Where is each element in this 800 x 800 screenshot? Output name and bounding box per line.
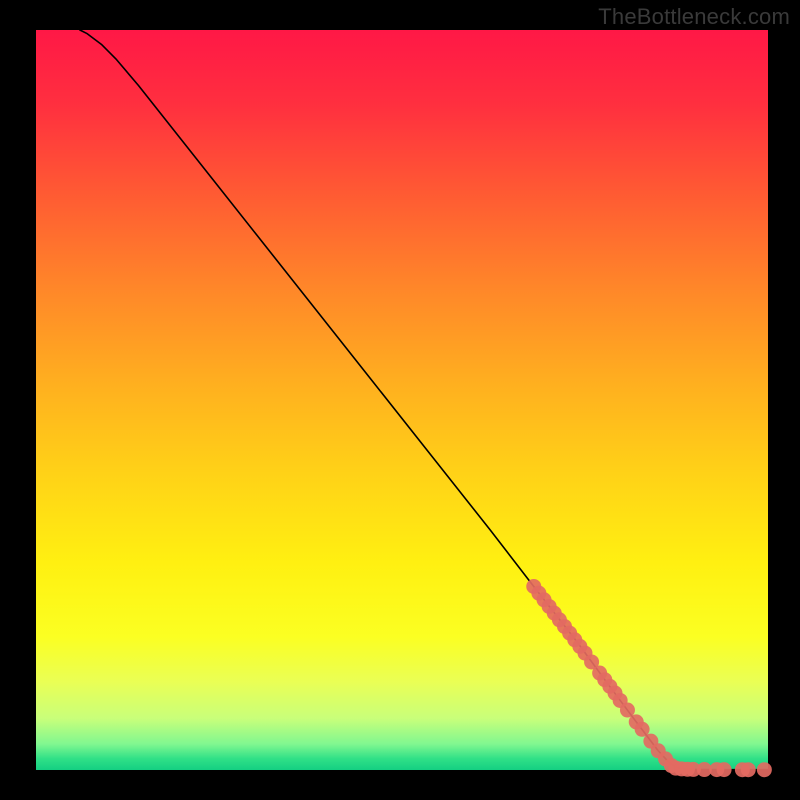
data-marker — [717, 762, 732, 777]
chart-svg — [0, 0, 800, 800]
plot-background — [36, 30, 768, 770]
data-marker — [757, 762, 772, 777]
chart-container: TheBottleneck.com — [0, 0, 800, 800]
watermark-text: TheBottleneck.com — [598, 4, 790, 30]
data-marker — [741, 762, 756, 777]
